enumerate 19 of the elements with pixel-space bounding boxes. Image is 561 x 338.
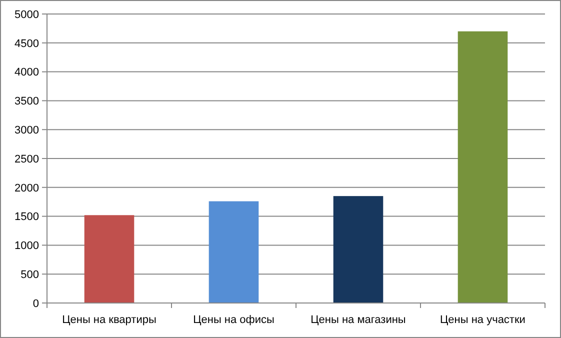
y-tick-label: 2000	[14, 182, 39, 194]
y-tick-label: 0	[32, 298, 39, 310]
y-tick-label: 3000	[14, 124, 39, 136]
y-tick-label: 500	[20, 268, 39, 281]
y-tick-label: 4500	[14, 38, 39, 50]
y-tick-label: 1500	[14, 211, 39, 224]
y-tick-label: 5000	[14, 8, 39, 21]
y-tick-label: 1000	[14, 240, 39, 252]
y-tick-label: 3500	[14, 96, 39, 108]
x-tick-label: Цены на квартиры	[62, 314, 156, 326]
y-tick-label: 2500	[14, 153, 39, 166]
bar	[84, 215, 134, 303]
y-tick-label: 4000	[14, 66, 39, 79]
bar	[333, 196, 384, 303]
x-tick-label: Цены на магазины	[310, 314, 406, 326]
bar	[208, 201, 259, 303]
x-tick-label: Цены на участки	[440, 314, 526, 326]
x-tick-label: Цены на офисы	[193, 314, 274, 326]
bar	[458, 31, 508, 303]
